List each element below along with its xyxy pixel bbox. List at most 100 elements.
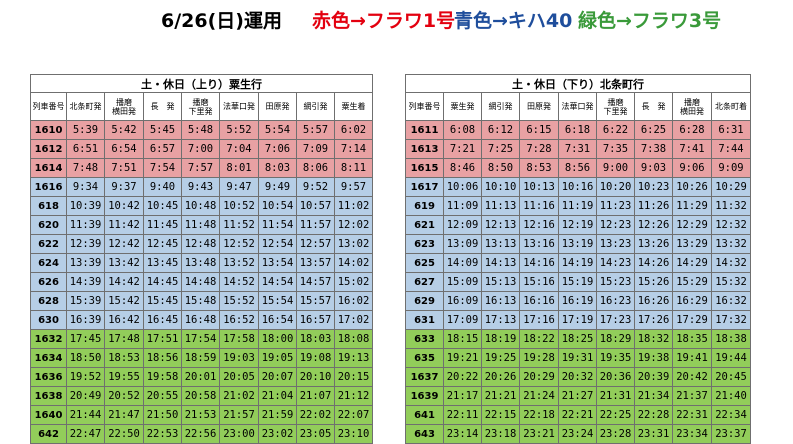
time-cell: 9:57	[334, 177, 373, 197]
time-cell: 18:25	[558, 329, 597, 349]
train-number-cell: 1637	[405, 367, 444, 387]
time-cell: 19:38	[634, 348, 673, 368]
time-cell: 12:32	[711, 215, 751, 235]
time-cell: 6:57	[143, 139, 182, 159]
time-cell: 12:29	[672, 215, 712, 235]
time-cell: 17:26	[634, 310, 673, 330]
time-cell: 18:38	[711, 329, 751, 349]
time-cell: 15:45	[143, 291, 182, 311]
time-cell: 19:03	[219, 348, 259, 368]
schedule-title: 6/26(日)運用 赤色→フラワ1号 青色→キハ40 緑色→フラワ3号	[0, 6, 793, 36]
title-legend-green: 緑色→フラワ3号	[578, 10, 722, 32]
time-cell: 18:50	[66, 348, 105, 368]
time-cell: 14:19	[558, 253, 597, 273]
time-cell: 15:02	[334, 272, 373, 292]
time-cell: 21:04	[258, 386, 297, 406]
time-cell: 23:34	[672, 424, 712, 444]
table-row: 1617 10:06 10:10 10:13 10:16 10:20 10:23 10:26 1…	[405, 177, 751, 197]
time-cell: 9:52	[296, 177, 335, 197]
time-cell: 14:23	[596, 253, 635, 273]
time-cell: 16:19	[558, 291, 597, 311]
time-cell: 21:40	[711, 386, 751, 406]
down-timetable-column-headers: 列車番号 粟生発 網引発 田原発 法華口発 播磨 下里発長 発播磨 横田発 北条町着	[405, 92, 751, 121]
time-cell: 23:24	[558, 424, 597, 444]
time-cell: 19:08	[296, 348, 335, 368]
down-timetable: 土・休日（下り）北条町行 列車番号 粟生発 網引発 田原発 法華口発 播磨 下里発長 発播磨…	[405, 74, 751, 444]
time-cell: 13:39	[66, 253, 105, 273]
time-cell: 16:29	[672, 291, 712, 311]
down-timetable-body: 1611 6:08 6:12 6:15 6:18 6:22 6:25 6:28 6:31 1613…	[405, 120, 751, 444]
time-cell: 23:00	[219, 424, 259, 444]
time-cell: 17:45	[66, 329, 105, 349]
time-cell: 16:54	[258, 310, 297, 330]
time-cell: 9:34	[66, 177, 105, 197]
time-cell: 15:29	[672, 272, 712, 292]
time-cell: 14:13	[481, 253, 520, 273]
time-cell: 13:48	[181, 253, 220, 273]
time-cell: 20:10	[296, 367, 335, 387]
table-row: 1613 7:21 7:25 7:28 7:31 7:35 7:38 7:41 7:44	[405, 139, 751, 159]
column-header: 長 発	[634, 92, 673, 121]
table-row: 1634 18:50 18:53 18:56 18:59 19:03 19:05 19:08 1…	[30, 348, 373, 368]
time-cell: 7:57	[181, 158, 220, 178]
title-legend-red: 赤色→フラワ1号	[312, 10, 456, 32]
column-header: 法華口発	[219, 92, 259, 121]
time-cell: 9:06	[672, 158, 712, 178]
train-number-cell: 1636	[30, 367, 67, 387]
time-cell: 19:31	[558, 348, 597, 368]
time-cell: 5:42	[104, 120, 144, 140]
train-number-cell: 1638	[30, 386, 67, 406]
time-cell: 8:46	[443, 158, 482, 178]
time-cell: 12:02	[334, 215, 373, 235]
train-number-cell: 641	[405, 405, 444, 425]
time-cell: 12:52	[219, 234, 259, 254]
train-number-cell: 1610	[30, 120, 67, 140]
time-cell: 10:39	[66, 196, 105, 216]
time-cell: 13:23	[596, 234, 635, 254]
up-timetable: 土・休日（上り）粟生行 列車番号 北条町発 播磨 横田発長 発播磨 下里発 法華口発 田原発…	[30, 74, 373, 444]
time-cell: 22:28	[634, 405, 673, 425]
time-cell: 21:02	[219, 386, 259, 406]
time-cell: 23:31	[634, 424, 673, 444]
train-number-cell: 633	[405, 329, 444, 349]
time-cell: 20:29	[519, 367, 559, 387]
time-cell: 18:29	[596, 329, 635, 349]
train-number-cell: 635	[405, 348, 444, 368]
time-cell: 12:39	[66, 234, 105, 254]
time-cell: 11:23	[596, 196, 635, 216]
train-number-cell: 626	[30, 272, 67, 292]
table-row: 618 10:39 10:42 10:45 10:48 10:52 10:54 10:57 11…	[30, 196, 373, 216]
time-cell: 15:48	[181, 291, 220, 311]
time-cell: 6:31	[711, 120, 751, 140]
time-cell: 22:50	[104, 424, 144, 444]
time-cell: 16:45	[143, 310, 182, 330]
up-timetable-heading: 土・休日（上り）粟生行	[30, 74, 373, 93]
table-row: 1610 5:39 5:42 5:45 5:48 5:52 5:54 5:57 6:02	[30, 120, 373, 140]
time-cell: 10:10	[481, 177, 520, 197]
time-cell: 14:48	[181, 272, 220, 292]
time-cell: 22:11	[443, 405, 482, 425]
train-number-cell: 1611	[405, 120, 444, 140]
time-cell: 20:07	[258, 367, 297, 387]
time-cell: 10:23	[634, 177, 673, 197]
time-cell: 17:09	[443, 310, 482, 330]
time-cell: 11:39	[66, 215, 105, 235]
time-cell: 23:05	[296, 424, 335, 444]
time-cell: 15:42	[104, 291, 144, 311]
up-timetable-body: 1610 5:39 5:42 5:45 5:48 5:52 5:54 5:57 6:02 1612…	[30, 120, 373, 444]
time-cell: 15:32	[711, 272, 751, 292]
train-number-cell: 623	[405, 234, 444, 254]
time-cell: 15:57	[296, 291, 335, 311]
train-number-cell: 1616	[30, 177, 67, 197]
time-cell: 12:26	[634, 215, 673, 235]
time-cell: 9:47	[219, 177, 259, 197]
column-header: 北条町発	[66, 92, 105, 121]
time-cell: 11:45	[143, 215, 182, 235]
time-cell: 6:25	[634, 120, 673, 140]
time-cell: 13:16	[519, 234, 559, 254]
column-header: 粟生発	[443, 92, 482, 121]
time-cell: 8:03	[258, 158, 297, 178]
time-cell: 23:28	[596, 424, 635, 444]
time-cell: 12:13	[481, 215, 520, 235]
train-number-cell: 625	[405, 253, 444, 273]
